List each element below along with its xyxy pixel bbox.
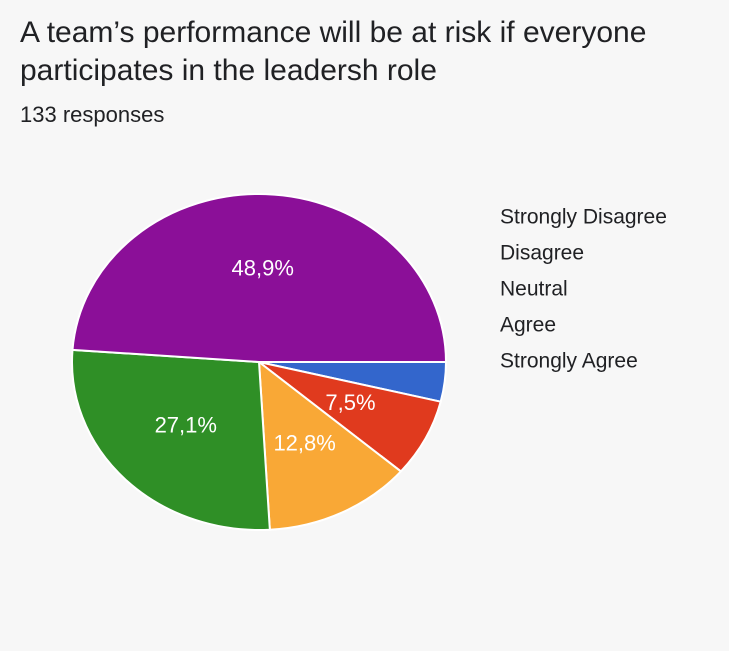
slice-label: 7,5% (325, 390, 375, 415)
legend-label: Strongly Agree (500, 350, 638, 373)
legend-label: Agree (500, 314, 556, 337)
slice-label: 27,1% (155, 413, 217, 438)
pie-slice (71, 193, 448, 363)
slice-label: 48,9% (232, 255, 294, 280)
pie-slice (257, 359, 403, 531)
legend-label: Neutral (500, 278, 568, 301)
slice-label: 12,8% (273, 431, 335, 456)
chart-title: A team’s performance will be at risk if … (20, 16, 647, 87)
legend-label: Disagree (500, 242, 584, 265)
chart-subtitle: 133 responses (20, 102, 165, 127)
pie-slice (71, 348, 271, 531)
legend-label: Strongly Disagree (500, 206, 667, 229)
